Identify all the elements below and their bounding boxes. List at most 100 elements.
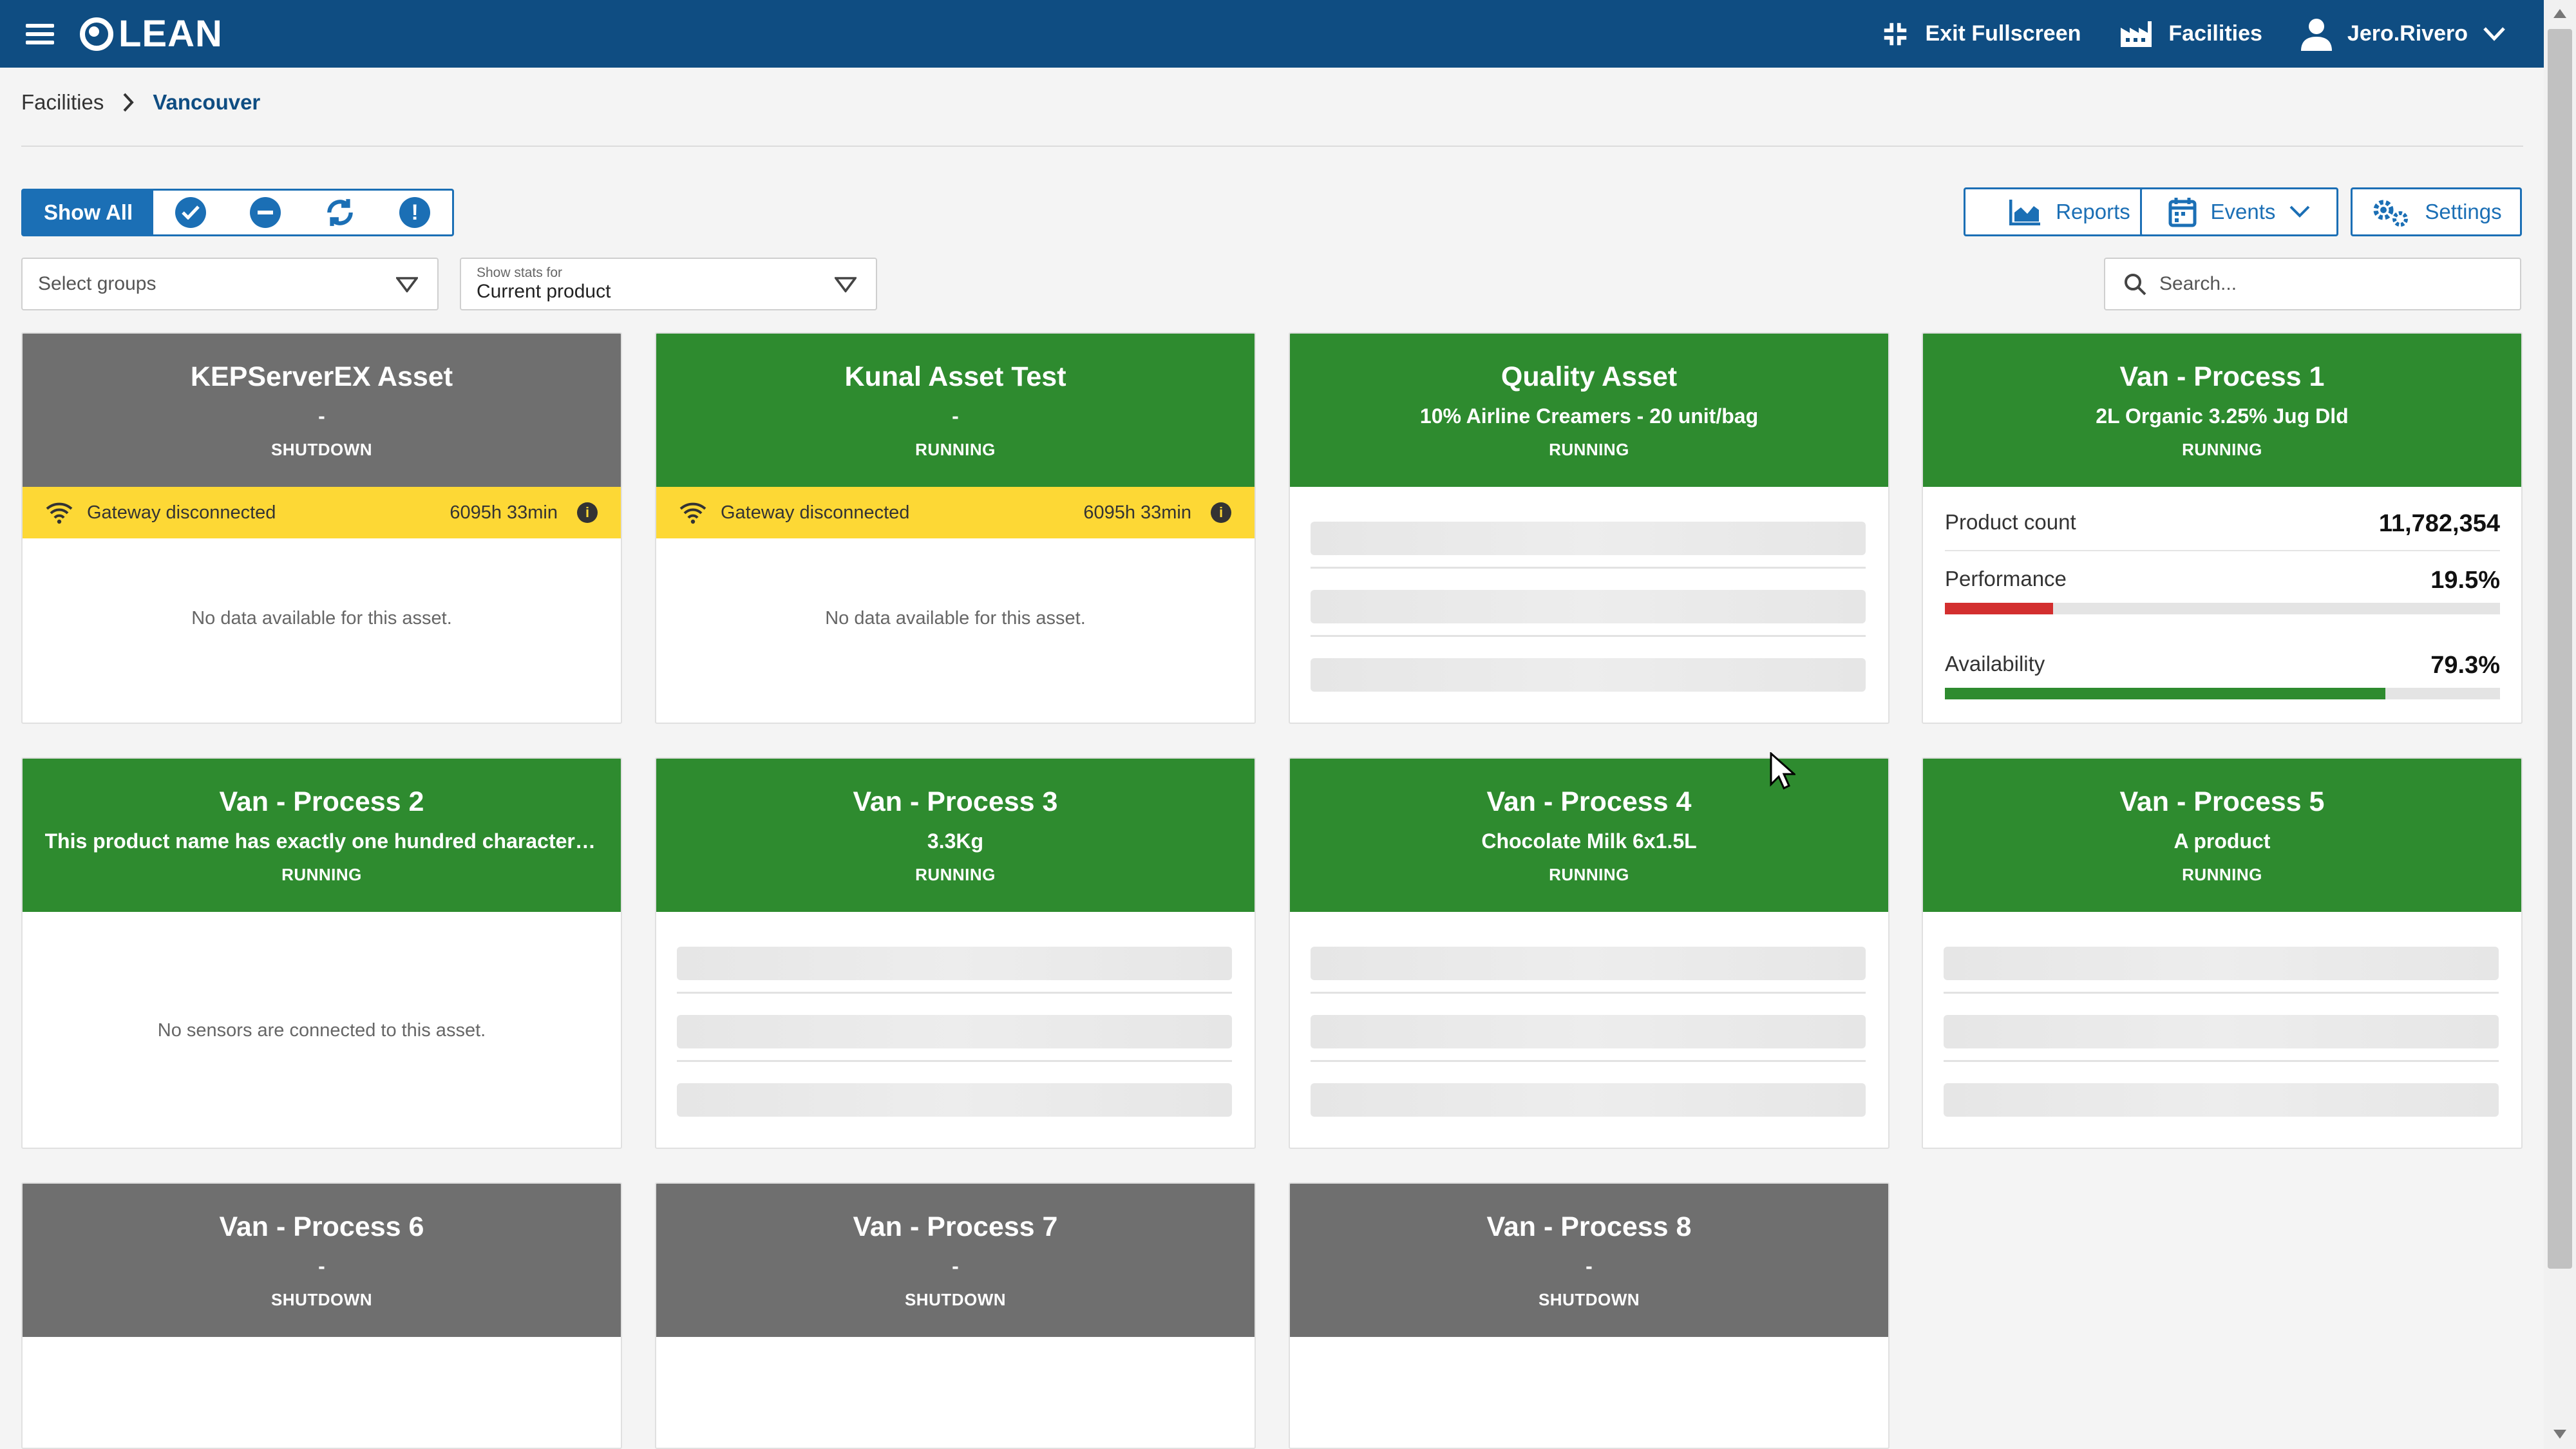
search-input[interactable] xyxy=(2159,273,2507,295)
asset-card-van-process-1[interactable]: Van - Process 1 2L Organic 3.25% Jug Dld… xyxy=(1922,332,2523,724)
stat-label: Product count xyxy=(1945,510,2076,534)
app-name: LEAN xyxy=(118,13,223,55)
filter-alert-button[interactable]: ! xyxy=(377,191,452,234)
exit-fullscreen-icon xyxy=(1884,23,1906,45)
app-logo[interactable]: LEAN xyxy=(80,12,223,55)
breadcrumb-facilities[interactable]: Facilities xyxy=(21,90,104,114)
asset-card-van-process-7[interactable]: Van - Process 7 - SHUTDOWN xyxy=(655,1182,1256,1449)
loading-divider xyxy=(1944,1060,2499,1062)
breadcrumb-vancouver: Vancouver xyxy=(153,90,261,114)
asset-card-kepserverex[interactable]: KEPServerEX Asset - SHUTDOWN Gateway dis… xyxy=(21,332,622,724)
stat-value: 79.3% xyxy=(2430,652,2500,679)
asset-title: KEPServerEX Asset xyxy=(190,361,453,392)
asset-card-van-process-6[interactable]: Van - Process 6 - SHUTDOWN xyxy=(21,1182,622,1449)
stat-availability: Availability 79.3% xyxy=(1945,652,2500,679)
page-scrollbar[interactable] xyxy=(2544,0,2576,1449)
asset-title: Van - Process 6 xyxy=(219,1211,424,1242)
asset-header: Van - Process 5 A product RUNNING xyxy=(1923,759,2521,912)
asset-product: - xyxy=(318,1254,325,1278)
stat-value: 19.5% xyxy=(2430,567,2500,594)
no-data-message: No data available for this asset. xyxy=(825,608,1086,629)
no-sensors-message: No sensors are connected to this asset. xyxy=(157,1020,486,1041)
asset-header: Van - Process 6 - SHUTDOWN xyxy=(23,1184,621,1337)
asset-card-van-process-3[interactable]: Van - Process 3 3.3Kg RUNNING xyxy=(655,757,1256,1149)
loading-divider xyxy=(1311,992,1866,994)
stat-label: Availability xyxy=(1945,652,2045,676)
loading-placeholder xyxy=(1311,658,1866,692)
asset-card-kunal[interactable]: Kunal Asset Test - RUNNING Gateway disco… xyxy=(655,332,1256,724)
asset-title: Van - Process 7 xyxy=(853,1211,1058,1242)
triangle-down-icon xyxy=(396,277,418,292)
loading-placeholder xyxy=(1311,947,1866,980)
stat-product-count: Product count 11,782,354 xyxy=(1945,510,2500,537)
refresh-icon xyxy=(327,199,353,226)
asset-card-van-process-5[interactable]: Van - Process 5 A product RUNNING xyxy=(1922,757,2523,1149)
asset-header: Van - Process 7 - SHUTDOWN xyxy=(656,1184,1255,1337)
loading-divider xyxy=(1311,567,1866,569)
exit-fullscreen-button[interactable]: Exit Fullscreen xyxy=(1880,19,2081,49)
asset-status: RUNNING xyxy=(915,864,996,884)
select-groups-dropdown[interactable]: Select groups xyxy=(21,258,439,310)
asset-title: Van - Process 2 xyxy=(219,786,424,817)
asset-status: RUNNING xyxy=(1549,439,1629,459)
loading-placeholder xyxy=(1311,522,1866,555)
exit-fullscreen-label: Exit Fullscreen xyxy=(1925,21,2081,46)
availability-bar xyxy=(1945,688,2500,699)
show-stats-dropdown[interactable]: Show stats for Current product xyxy=(460,258,877,310)
calendar-icon xyxy=(2168,198,2197,227)
user-menu[interactable]: Jero.Rivero xyxy=(2300,17,2505,51)
filter-changeover-button[interactable] xyxy=(303,191,377,234)
chevron-down-icon xyxy=(2483,26,2505,41)
mouse-cursor-icon xyxy=(1770,752,1795,790)
asset-header: Van - Process 3 3.3Kg RUNNING xyxy=(656,759,1255,912)
gateway-warning: Gateway disconnected 6095h 33min i xyxy=(23,487,621,538)
check-circle-icon xyxy=(175,197,207,228)
show-all-button[interactable]: Show All xyxy=(23,191,154,234)
asset-card-van-process-8[interactable]: Van - Process 8 - SHUTDOWN xyxy=(1289,1182,1889,1449)
menu-icon[interactable] xyxy=(26,23,54,44)
asset-card-van-process-4[interactable]: Van - Process 4 Chocolate Milk 6x1.5L RU… xyxy=(1289,757,1889,1149)
asset-title: Van - Process 4 xyxy=(1486,786,1692,817)
settings-label: Settings xyxy=(2425,200,2502,223)
asset-product: - xyxy=(952,1254,959,1278)
wifi-off-icon xyxy=(679,502,706,524)
scrollbar-thumb[interactable] xyxy=(2548,29,2572,1269)
loading-placeholder xyxy=(1944,1015,2499,1048)
reports-label: Reports xyxy=(2056,200,2130,223)
warning-text: Gateway disconnected xyxy=(721,502,910,523)
asset-card-van-process-2[interactable]: Van - Process 2 This product name has ex… xyxy=(21,757,622,1149)
stat-value: 11,782,354 xyxy=(2378,510,2500,537)
show-stats-value: Current product xyxy=(477,281,611,302)
filter-running-button[interactable] xyxy=(153,191,228,234)
asset-product: 2L Organic 3.25% Jug Dld xyxy=(2096,404,2349,428)
info-icon[interactable]: i xyxy=(1211,502,1231,523)
loading-placeholder xyxy=(677,947,1232,980)
events-button[interactable]: Events xyxy=(2140,187,2338,236)
top-bar: LEAN Exit Fullscreen Facilities Jero.Riv… xyxy=(0,0,2544,68)
facilities-button[interactable]: Facilities xyxy=(2119,20,2262,48)
asset-status: SHUTDOWN xyxy=(270,439,373,459)
loading-placeholder xyxy=(1944,947,2499,980)
gears-icon xyxy=(2373,200,2409,227)
scroll-down-arrow-icon[interactable] xyxy=(2553,1430,2566,1439)
chevron-right-icon xyxy=(123,93,135,112)
scroll-up-arrow-icon[interactable] xyxy=(2553,9,2566,18)
asset-product: - xyxy=(1586,1254,1593,1278)
asset-status: RUNNING xyxy=(2182,439,2262,459)
stat-divider xyxy=(1945,550,2500,551)
asset-title: Quality Asset xyxy=(1501,361,1678,392)
info-icon[interactable]: i xyxy=(577,502,598,523)
filter-shutdown-button[interactable] xyxy=(228,191,303,234)
chart-icon xyxy=(2009,200,2041,225)
asset-product: Chocolate Milk 6x1.5L xyxy=(1481,829,1697,853)
warning-time: 6095h 33min xyxy=(450,502,558,523)
asset-status: SHUTDOWN xyxy=(1538,1289,1640,1309)
loading-divider xyxy=(677,992,1232,994)
asset-header: KEPServerEX Asset - SHUTDOWN xyxy=(23,334,621,487)
asset-card-quality[interactable]: Quality Asset 10% Airline Creamers - 20 … xyxy=(1289,332,1889,724)
performance-bar xyxy=(1945,603,2500,614)
asset-title: Kunal Asset Test xyxy=(844,361,1066,392)
settings-button[interactable]: Settings xyxy=(2351,187,2522,236)
loading-placeholder xyxy=(1311,1083,1866,1117)
asset-title: Van - Process 8 xyxy=(1486,1211,1692,1242)
